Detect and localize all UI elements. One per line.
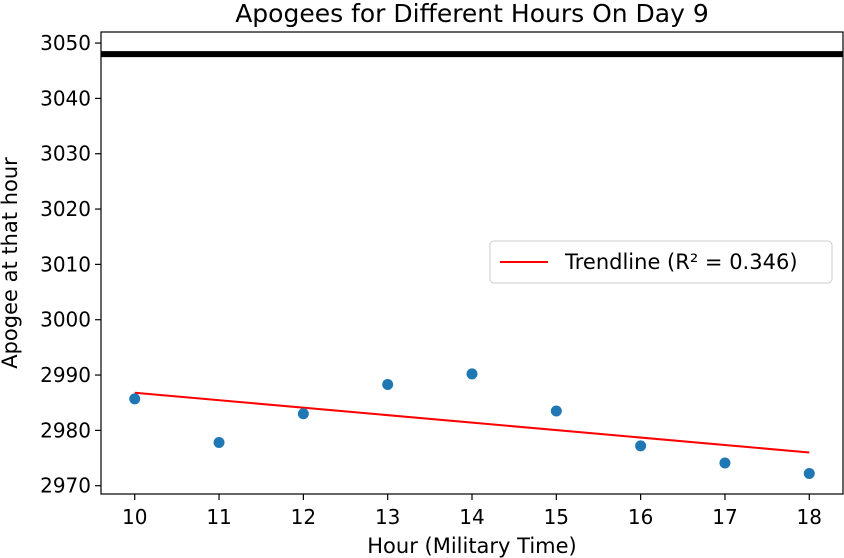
x-tick-label: 17 (712, 505, 737, 529)
x-tick-label: 12 (291, 505, 316, 529)
y-tick-label: 3050 (40, 31, 91, 55)
y-tick-label: 2980 (40, 418, 91, 442)
data-point (129, 393, 141, 405)
y-tick-label: 3010 (40, 252, 91, 276)
y-tick-label: 3040 (40, 86, 91, 110)
plot-area: 2970 2980 2990 3000 3010 3020 3030 3040 3050 10 11… (40, 31, 844, 529)
x-tick-label: 15 (544, 505, 569, 529)
x-axis-label: Hour (Military Time) (367, 534, 577, 558)
y-axis-label: Apogee at that hour (0, 157, 22, 369)
data-point (803, 468, 815, 480)
x-tick-label: 18 (797, 505, 822, 529)
x-tick-label: 13 (375, 505, 400, 529)
y-tick-label: 3000 (40, 308, 91, 332)
y-tick-label: 2990 (40, 363, 91, 387)
chart-title: Apogees for Different Hours On Day 9 (235, 0, 709, 28)
y-tick-label: 3030 (40, 142, 91, 166)
data-point (550, 405, 562, 417)
data-point (297, 408, 309, 420)
data-point (635, 440, 647, 452)
y-tick-label: 2970 (40, 474, 91, 498)
legend-box (489, 240, 833, 284)
data-point (382, 378, 394, 390)
data-point (719, 457, 731, 469)
x-tick-label: 11 (206, 505, 231, 529)
y-tick-label: 3020 (40, 197, 91, 221)
legend-entry-label: Trendline (R² = 0.346) (564, 250, 798, 274)
x-tick-label: 16 (628, 505, 653, 529)
x-tick-label: 14 (459, 505, 484, 529)
data-point (213, 437, 225, 449)
data-point (466, 368, 478, 380)
x-tick-label: 10 (122, 505, 147, 529)
trendline (134, 391, 810, 454)
